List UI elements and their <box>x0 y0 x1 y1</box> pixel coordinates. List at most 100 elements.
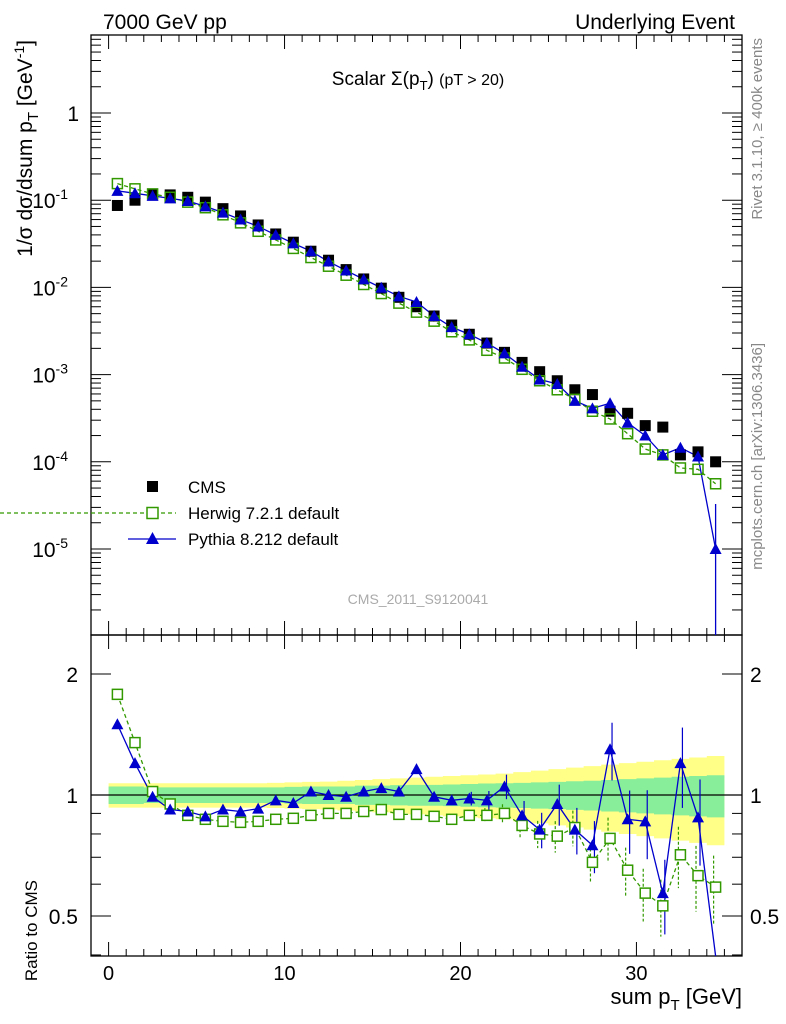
pythia-point <box>480 337 493 349</box>
legend-marker-herwig <box>146 506 159 520</box>
herwig-ratio-point <box>375 803 388 816</box>
cms-point <box>657 421 669 433</box>
pythia-point <box>428 309 441 321</box>
herwig-ratio-point <box>269 813 282 826</box>
pythia-ratio-point <box>586 839 599 851</box>
herwig-ratio-point <box>305 809 317 822</box>
legend: CMS Herwig 7.2.1 default Pythia 8.212 de… <box>0 478 339 549</box>
herwig-ratio-point <box>657 900 669 912</box>
cms-point <box>129 194 141 206</box>
ratio-y-tick-label: 2 <box>750 664 762 687</box>
pythia-ratio-point <box>392 785 405 797</box>
y-tick-label: 10-5 <box>32 535 68 562</box>
pythia-point <box>199 200 212 212</box>
pythia-ratio-point <box>674 757 687 769</box>
pythia-ratio-point <box>656 887 669 899</box>
x-tick-label: 30 <box>625 963 647 985</box>
herwig-point <box>709 478 722 490</box>
pythia-ratio-point <box>357 785 370 797</box>
cms-point <box>710 456 722 468</box>
pythia-point <box>498 347 511 359</box>
cms-point <box>569 384 581 396</box>
pythia-ratio-point <box>304 785 317 797</box>
herwig-ratio-point <box>604 832 616 845</box>
ratio-y-tick-label: 2 <box>66 664 78 687</box>
header-right: Underlying Event <box>575 11 735 34</box>
pythia-point <box>621 416 634 428</box>
herwig-line <box>117 182 717 485</box>
pythia-ratio-point <box>533 823 546 835</box>
herwig-ratio-point <box>287 812 300 825</box>
pythia-point <box>304 245 317 257</box>
pythia-point <box>410 296 423 308</box>
pythia-point <box>164 192 177 204</box>
y-tick-label: 1 <box>67 103 79 126</box>
pythia-point <box>392 290 405 302</box>
cms-point <box>604 405 616 417</box>
pythia-ratio-point <box>252 802 265 814</box>
cms-point <box>586 389 598 401</box>
pythia-ratio-point <box>111 718 124 730</box>
ratio-y-tick-label: 1 <box>750 785 762 808</box>
herwig-ratio-point <box>481 809 493 822</box>
cms-point <box>639 420 651 432</box>
herwig-ratio-line <box>116 694 716 907</box>
pythia-point <box>516 360 529 372</box>
herwig-point <box>639 443 651 455</box>
pythia-ratio-point <box>516 809 529 821</box>
pythia-ratio-point <box>428 790 441 802</box>
herwig-ratio-point <box>357 805 370 818</box>
pythia-point <box>287 237 300 249</box>
pythia-point <box>709 543 722 554</box>
pythia-point <box>656 448 669 460</box>
herwig-ratio-point <box>709 881 722 893</box>
pythia-ratio-point <box>410 763 423 775</box>
ratio-y-tick-label: 0.5 <box>49 906 78 929</box>
pythia-ratio-point <box>146 790 159 802</box>
mcplots-label: mcplots.cern.ch [arXiv:1306.3436] <box>749 343 766 570</box>
y-tick-label: 10-4 <box>32 448 68 475</box>
herwig-ratio-point <box>621 864 634 876</box>
herwig-ratio-point <box>674 849 687 861</box>
header-left: 7000 GeV pp <box>103 11 227 34</box>
herwig-ratio-point <box>129 736 141 749</box>
ratio-y-tick-label: 1 <box>66 785 78 808</box>
pythia-point <box>533 373 546 385</box>
pythia-point <box>586 402 599 414</box>
pythia-ratio-point <box>498 780 511 792</box>
herwig-ratio-point <box>252 815 264 828</box>
herwig-ratio-point <box>217 815 229 828</box>
pythia-ratio-point <box>216 803 229 815</box>
pythia-point <box>111 184 124 196</box>
pythia-point <box>375 281 388 293</box>
pythia-point <box>551 378 564 390</box>
pythia-point <box>463 328 476 340</box>
pythia-ratio-point <box>128 757 141 769</box>
pythia-ratio-point <box>340 790 353 802</box>
x-tick-label: 0 <box>103 963 114 985</box>
ratio-y-axis-label: Ratio to CMS <box>22 880 41 981</box>
pythia-point <box>234 213 247 225</box>
herwig-ratio-point <box>551 830 564 842</box>
pythia-point <box>674 441 687 453</box>
herwig-ratio-point <box>428 810 440 823</box>
pythia-ratio-point <box>375 782 388 794</box>
pythia-point <box>604 397 617 409</box>
pythia-ratio-point <box>568 823 581 835</box>
main-series <box>111 177 722 635</box>
pythia-point <box>128 187 141 199</box>
axes: 0 10 20 30 10-5 10-4 10-3 10-2 10-1 1 0.5 0.5 1 1 2 2 <box>32 35 779 985</box>
herwig-ratio-point <box>322 807 335 820</box>
watermark: CMS_2011_S9120041 <box>348 591 489 607</box>
herwig-ratio-point <box>692 869 704 882</box>
pythia-ratio-point <box>181 805 194 817</box>
herwig-point <box>692 463 704 476</box>
cms-point <box>111 199 123 211</box>
legend-label-pythia: Pythia 8.212 default <box>188 530 339 549</box>
herwig-ratio-point <box>445 813 458 826</box>
ratio-y-tick-label: 0.5 <box>750 906 779 929</box>
pythia-point <box>252 220 265 232</box>
pythia-point <box>216 206 229 218</box>
pythia-point <box>269 228 282 240</box>
